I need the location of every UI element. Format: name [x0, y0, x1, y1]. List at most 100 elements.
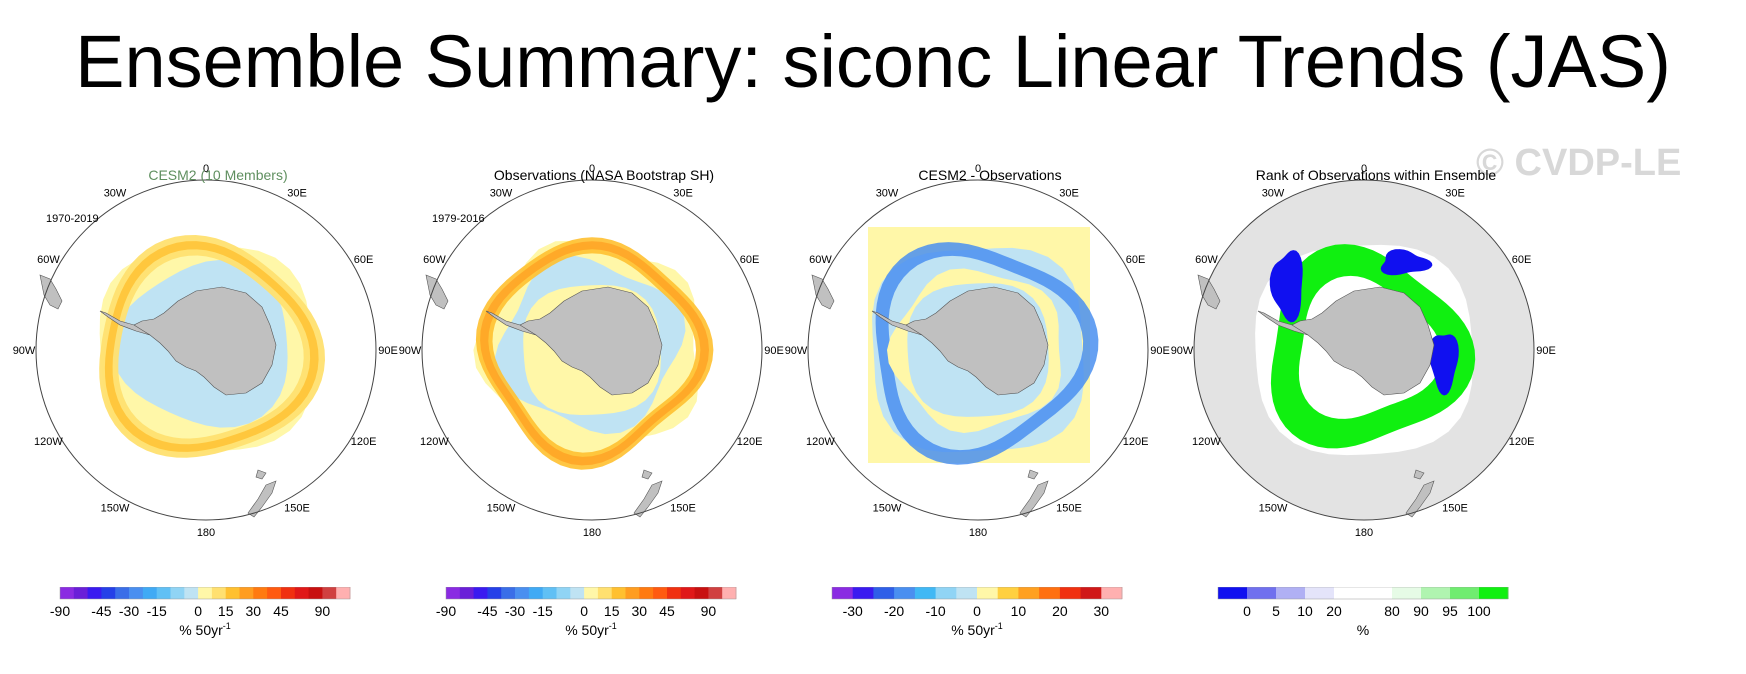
colorbar-swatch [694, 587, 709, 599]
colorbar-swatch [597, 587, 613, 599]
colorbar-swatch [894, 587, 916, 599]
colorbar-swatch [977, 587, 999, 599]
lon-label: 150W [1259, 503, 1288, 515]
colorbar: 0 5 10 20 80 90 95 100% [1217, 587, 1509, 638]
colorbar-swatch [852, 587, 874, 599]
colorbar-tick-label: 95 [1442, 603, 1458, 619]
colorbar: -90 -45 -30 -15 0 15 30 45 90 % 50yr-1 [50, 587, 351, 638]
lon-label: 90W [785, 345, 808, 357]
period-label: 1979-2016 [432, 213, 485, 225]
colorbar-swatch [1363, 587, 1393, 599]
colorbar-swatch [1039, 587, 1061, 599]
colorbar-swatch [115, 587, 130, 599]
panel-observations: 0 30E 60E 90E 120E 150E 180 150W 120W 90W 60W 30W O… [386, 155, 822, 655]
colorbar-tick-label: -30 [119, 603, 139, 619]
lon-label: 60E [740, 254, 760, 266]
colorbar-swatch [239, 587, 254, 599]
colorbar-swatch [556, 587, 571, 599]
polar-map: 0 30E 60E 90E 120E 150E 180 150W 120W 90W 60W 30W [399, 163, 784, 539]
colorbar-frame [445, 587, 737, 600]
colorbar-swatch [1018, 587, 1040, 599]
colorbar-tick-label: -30 [843, 603, 863, 619]
colorbar-swatch [680, 587, 696, 599]
colorbar-swatch [935, 587, 957, 599]
colorbar-tick-label: 80 [1384, 603, 1400, 619]
colorbar-swatch [1059, 587, 1082, 599]
colorbar-tick-label: -45 [91, 603, 111, 619]
lon-label: 180 [197, 527, 215, 539]
colorbar-swatch [142, 587, 158, 599]
field-layer [1194, 180, 1534, 520]
colorbar-tick-label: 15 [218, 603, 234, 619]
lon-label: 90E [1536, 345, 1556, 357]
colorbar-tick-label: 90 [701, 603, 717, 619]
colorbar-tick-label: 10 [1297, 603, 1313, 619]
colorbar-tick-label: 0 [973, 603, 981, 619]
colorbar-swatch [501, 587, 516, 599]
panel-title: Rank of Observations within Ensemble [1255, 167, 1497, 183]
lon-label: 0 [589, 163, 595, 175]
colorbar-swatch [639, 587, 654, 599]
colorbar-swatch [336, 587, 351, 599]
lon-label: 150E [1442, 503, 1468, 515]
lon-label: 0 [1361, 163, 1367, 175]
main-title: Ensemble Summary: siconc Linear Trends (… [75, 20, 1671, 103]
colorbar-swatch [1080, 587, 1102, 599]
colorbar-tick-label: 20 [1326, 603, 1342, 619]
colorbar-swatch [667, 587, 682, 599]
map-border [421, 179, 763, 521]
colorbar-swatch [60, 587, 75, 599]
colorbar-swatch [322, 587, 337, 599]
lon-label: 180 [1355, 527, 1373, 539]
colorbar-tick-label: 45 [273, 603, 289, 619]
lon-label: 60W [423, 254, 446, 266]
grid-layer: 0 30E 60E 90E 120E 150E 180 150W 120W 90W 60W 30W [13, 163, 398, 539]
grid-layer: 0 30E 60E 90E 120E 150E 180 150W 120W 90W 60W 30W [399, 163, 784, 539]
colorbar-unit: % [1357, 622, 1369, 638]
colorbar-swatch [294, 587, 310, 599]
colorbar-swatch [184, 587, 199, 599]
antarctic-peninsula [485, 310, 537, 336]
antarctic-peninsula [871, 310, 923, 336]
colorbar-tick-label: -15 [147, 603, 167, 619]
colorbar-tick-label: 30 [632, 603, 648, 619]
colorbar-swatch [625, 587, 640, 599]
colorbar-swatch [1392, 587, 1422, 599]
colorbar-swatch [198, 587, 213, 599]
colorbar-tick-label: 0 [194, 603, 202, 619]
colorbar-swatch [1247, 587, 1277, 599]
colorbar-swatch [129, 587, 144, 599]
colorbar-swatch [611, 587, 626, 599]
lon-label: 60W [1195, 254, 1218, 266]
colorbar-tick-label: -20 [884, 603, 904, 619]
colorbar-swatch [225, 587, 240, 599]
lon-label: 150W [101, 503, 130, 515]
colorbar-swatch [487, 587, 502, 599]
polar-map: 0 30E 60E 90E 120E 150E 180 150W 120W 90W 60W 30W [1171, 163, 1556, 539]
colorbar: -90 -45 -30 -15 0 15 30 45 90 % 50yr-1 [436, 587, 737, 638]
colorbar-swatch [1479, 587, 1509, 599]
colorbar-swatch [308, 587, 323, 599]
lon-label: 90W [399, 345, 422, 357]
colorbar-swatch [170, 587, 185, 599]
colorbar-tick-label: -30 [505, 603, 525, 619]
lon-label: 30E [673, 187, 693, 199]
colorbar-swatch [281, 587, 296, 599]
lon-label: 30W [1262, 187, 1285, 199]
panel-title: CESM2 (10 Members) [148, 167, 288, 183]
map-border [35, 179, 377, 521]
lon-label: 120W [806, 436, 835, 448]
lon-label: 150E [670, 503, 696, 515]
colorbar-tick-label: 100 [1467, 603, 1491, 619]
colorbar-frame [59, 587, 351, 600]
colorbar-swatch [653, 587, 668, 599]
colorbar-swatch [542, 587, 557, 599]
colorbar-unit: % 50yr-1 [179, 621, 231, 638]
lon-label: 0 [203, 163, 209, 175]
lon-label: 120W [420, 436, 449, 448]
colorbar-swatch [253, 587, 268, 599]
land-layer [425, 274, 663, 518]
colorbar-tick-label: 30 [246, 603, 262, 619]
colorbar-swatch [1305, 587, 1335, 599]
lon-label: 0 [975, 163, 981, 175]
